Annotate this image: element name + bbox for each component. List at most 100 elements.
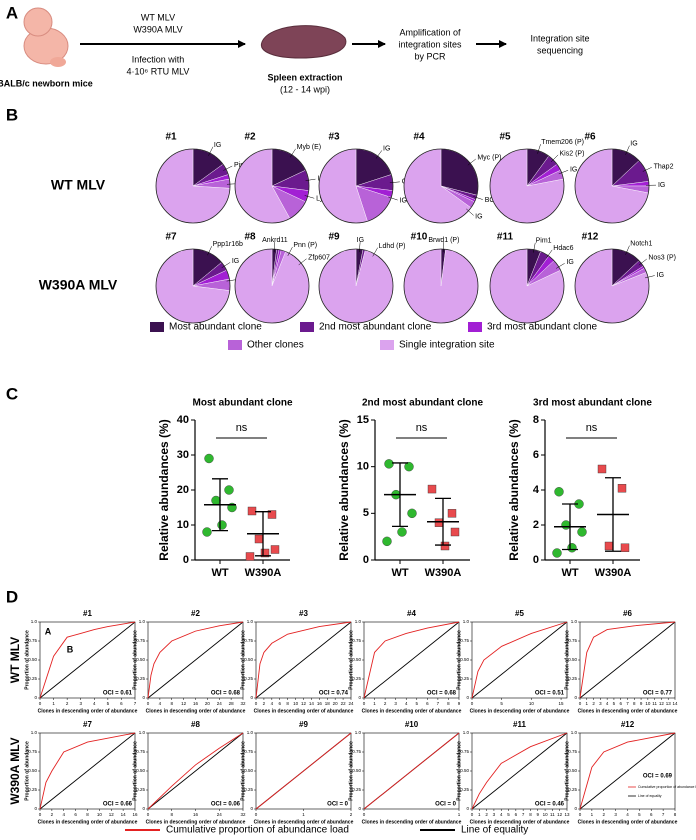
y-tick-label: 0.50	[460, 768, 469, 773]
x-tick-label: 5	[500, 701, 503, 706]
x-axis-label: Clones in descending order of abundance	[254, 819, 354, 825]
y-axis-label: Proportion of abundance	[456, 741, 462, 801]
x-tick-label: 4	[159, 701, 162, 706]
pie-outline	[155, 248, 231, 324]
x-axis-label: Clones in descending order of abundance	[38, 819, 138, 825]
label-leader	[375, 150, 383, 159]
data-point	[450, 527, 460, 537]
x-tick-label: W390A	[595, 567, 632, 579]
x-tick-label: 18	[325, 701, 331, 706]
equality-line	[363, 621, 460, 699]
label-leader	[442, 242, 445, 253]
data-point	[254, 534, 264, 544]
x-tick-label: 16	[132, 812, 138, 817]
x-tick-label: 1	[586, 701, 589, 706]
y-tick-label: 1.0	[463, 619, 470, 624]
x-tick-label: 0	[39, 701, 42, 706]
y-tick-label: 6	[533, 449, 539, 461]
x-tick-label: 14	[672, 701, 678, 706]
slice-label: IG	[383, 146, 390, 153]
label-leader	[546, 249, 553, 259]
y-tick-label: 0.50	[244, 657, 253, 662]
slice-label: IG	[566, 259, 573, 266]
slice-label: Ankrd11	[262, 237, 288, 244]
data-point	[384, 459, 394, 469]
x-tick-label: 11	[652, 701, 657, 706]
y-tick-label: 10	[357, 461, 369, 473]
row-label: WT MLV	[51, 177, 106, 193]
y-tick-label: 0	[34, 695, 37, 700]
slice-label: Notch1	[630, 241, 652, 248]
y-tick-label: 0.75	[352, 749, 361, 754]
slice-label: Pnn (P)	[293, 242, 317, 249]
lorenz-curve	[579, 732, 676, 810]
chart-title: #12	[621, 720, 635, 729]
y-tick-label: 0.75	[244, 638, 253, 643]
x-tick-label: 3	[394, 701, 397, 706]
slice-label: Zfp607	[308, 254, 330, 261]
sd-bar	[605, 477, 621, 552]
y-tick-label: 1.0	[463, 730, 470, 735]
sd-bar	[562, 503, 578, 551]
pie-outline	[403, 148, 479, 224]
y-tick-label: 0	[466, 695, 469, 700]
y-tick-label: 5	[363, 507, 369, 519]
y-tick-label: 0.25	[28, 676, 37, 681]
x-tick-label: 0	[147, 701, 150, 706]
y-tick-label: 40	[177, 414, 189, 426]
y-tick-label: 0	[142, 695, 145, 700]
x-axis-label: Clones in descending order of abundance	[254, 708, 354, 714]
x-axis-label: Clones in descending order of abundance	[146, 819, 246, 825]
chart-title: #10	[405, 720, 419, 729]
y-tick-label: 1.0	[355, 619, 362, 624]
x-tick-label: 8	[447, 701, 450, 706]
label-leader	[208, 146, 214, 156]
infection-label: 4·10⁶ RTU MLV	[127, 66, 190, 76]
x-tick-label: 5	[416, 701, 419, 706]
data-point	[247, 506, 257, 516]
y-tick-label: 0	[533, 554, 539, 566]
x-tick-label: 5	[638, 812, 641, 817]
x-axis-label: Clones in descending order of abundance	[470, 708, 570, 714]
legend-swatch	[228, 340, 242, 350]
x-tick-label: 14	[121, 812, 127, 817]
x-tick-label: 15	[559, 701, 565, 706]
annotation: OCI = 0.68	[211, 691, 241, 697]
label-leader	[625, 145, 630, 155]
y-tick-label: 0.75	[244, 749, 253, 754]
row-label: WT MLV	[8, 637, 22, 683]
x-tick-label: 22	[341, 701, 347, 706]
data-point	[382, 536, 392, 547]
y-tick-label: 0.75	[460, 749, 469, 754]
y-tick-label: 1.0	[31, 730, 38, 735]
y-axis-label: Proportion of abundance	[132, 741, 138, 801]
x-tick-label: 7	[662, 812, 665, 817]
annotation: ns	[586, 422, 598, 434]
pie-outline	[574, 248, 650, 324]
x-tick-label: 5	[107, 701, 110, 706]
x-tick-label: 6	[74, 812, 77, 817]
y-axis-label: Proportion of abundance	[240, 741, 246, 801]
y-tick-label: 20	[177, 484, 189, 496]
x-tick-label: 8	[633, 701, 636, 706]
y-tick-label: 0.50	[568, 657, 577, 662]
x-tick-label: 5	[507, 812, 510, 817]
pcr-label: integration sites	[398, 39, 462, 49]
legend-swatch	[300, 322, 314, 332]
x-tick-label: 12	[301, 701, 307, 706]
data-point	[440, 541, 450, 551]
x-tick-label: 6	[426, 701, 429, 706]
pcr-label: by PCR	[414, 51, 446, 61]
chart-title: #7	[83, 720, 92, 729]
label-leader	[287, 246, 293, 257]
x-tick-label: 16	[317, 701, 323, 706]
equality-line	[147, 621, 244, 699]
data-point	[427, 484, 437, 494]
y-axis-label: Proportion of abundance	[132, 630, 138, 690]
data-point	[397, 527, 407, 537]
pie-title: #5	[499, 132, 511, 143]
legend-label: Line of equality	[638, 794, 662, 798]
x-axis-label: Clones in descending order of abundance	[578, 708, 678, 714]
pie-outline	[574, 148, 650, 224]
pie-title: #12	[582, 232, 599, 243]
